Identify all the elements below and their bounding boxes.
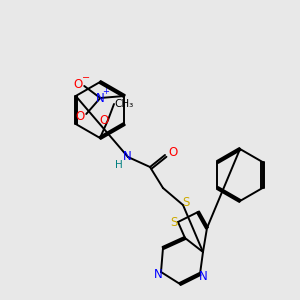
- Text: O: O: [74, 79, 83, 92]
- Text: N: N: [96, 92, 105, 104]
- Text: N: N: [199, 269, 207, 283]
- Text: S: S: [170, 217, 178, 230]
- Text: O: O: [76, 110, 85, 122]
- Text: O: O: [168, 146, 178, 160]
- Text: O: O: [99, 115, 109, 128]
- Text: N: N: [123, 149, 131, 163]
- Text: S: S: [182, 196, 190, 209]
- Text: H: H: [115, 160, 123, 170]
- Text: +: +: [102, 88, 109, 97]
- Text: −: −: [82, 73, 90, 83]
- Text: N: N: [154, 268, 162, 281]
- Text: CH₃: CH₃: [114, 99, 134, 109]
